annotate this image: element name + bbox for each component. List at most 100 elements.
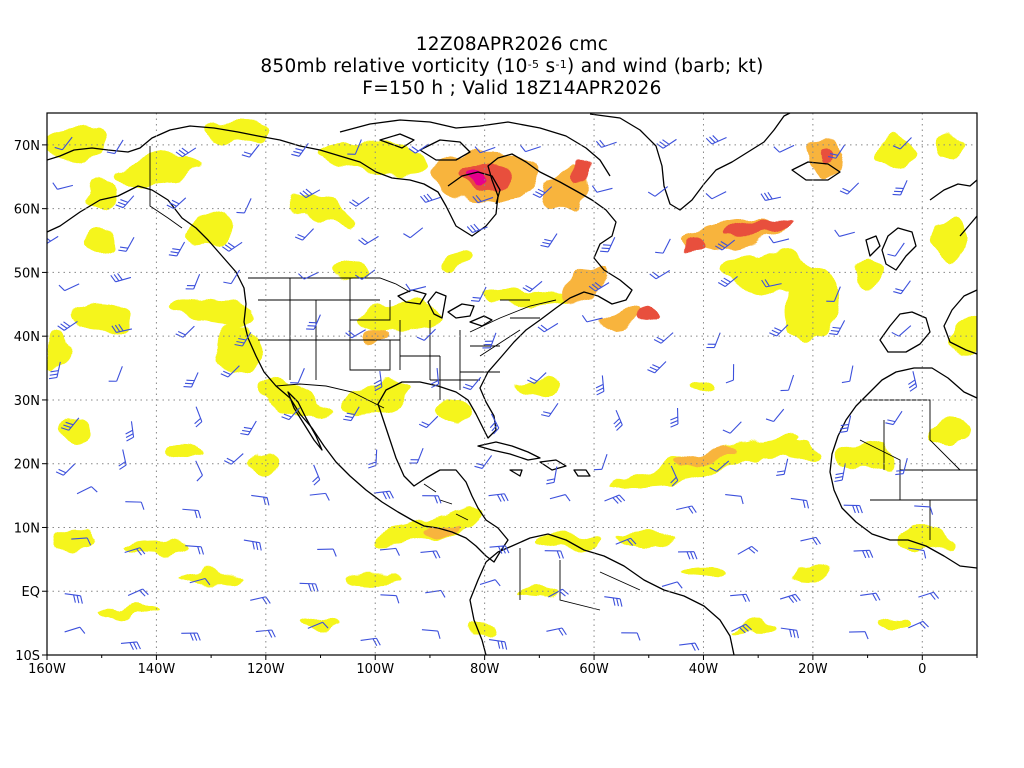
- y-tick-label: 10N: [14, 521, 40, 536]
- barb-feather: [389, 490, 394, 499]
- barb-feather: [385, 491, 391, 499]
- barb-feather: [839, 430, 848, 434]
- barb-feather: [348, 330, 356, 337]
- barb-feather: [929, 592, 936, 600]
- barb-staff: [860, 592, 877, 597]
- barb-feather: [418, 423, 427, 429]
- lat-lon-grid: [47, 113, 977, 655]
- barb-staff: [472, 226, 488, 234]
- barb-feather: [252, 541, 255, 550]
- barb-feather: [115, 204, 124, 209]
- vorticity-contour-level-1: [358, 304, 447, 330]
- barb-feather: [118, 323, 124, 332]
- barb-feather: [204, 578, 211, 586]
- wind-barb: [220, 365, 240, 378]
- barb-feather: [55, 471, 64, 476]
- wind-barb: [358, 235, 379, 246]
- barb-feather: [501, 545, 506, 554]
- barb-staff: [534, 372, 547, 384]
- barb-feather: [670, 423, 679, 428]
- vorticity-contour-level-1: [249, 454, 283, 474]
- wind-barb: [488, 639, 508, 650]
- barb-feather: [923, 550, 927, 559]
- barb-staff: [63, 320, 78, 331]
- barb-feather: [408, 148, 416, 154]
- barb-feather: [197, 546, 201, 555]
- wind-barb: [706, 332, 721, 349]
- barb-feather: [909, 386, 917, 392]
- barb-feather: [271, 629, 276, 638]
- barb-feather: [751, 545, 759, 552]
- wind-barb: [621, 632, 641, 641]
- barb-feather: [178, 149, 186, 156]
- barb-feather: [652, 364, 660, 369]
- y-tick-label: 70N: [14, 139, 40, 154]
- wind-barb: [118, 237, 135, 252]
- barb-feather: [227, 242, 236, 248]
- barb-staff: [423, 328, 436, 341]
- barb-feather: [908, 382, 917, 389]
- barb-staff: [185, 545, 202, 548]
- barb-feather: [496, 494, 502, 502]
- barb-feather: [694, 642, 700, 651]
- barb-feather: [267, 630, 273, 638]
- barb-feather: [343, 418, 352, 422]
- barb-feather: [60, 323, 68, 329]
- wind-barb: [354, 269, 376, 280]
- barb-feather: [652, 271, 660, 278]
- barb-feather: [869, 550, 874, 558]
- wind-barb: [194, 406, 203, 428]
- barb-feather: [774, 327, 782, 332]
- barb-feather: [476, 462, 485, 467]
- barb-feather: [297, 233, 306, 239]
- wind-barb: [544, 550, 564, 559]
- wind-barb: [892, 137, 912, 150]
- vorticity-contour-level-1: [796, 565, 830, 579]
- wind-barb: [790, 497, 810, 509]
- vorticity-contour-level-1: [289, 192, 352, 226]
- barb-feather: [430, 380, 439, 385]
- barb-feather: [761, 279, 767, 288]
- wind-barb: [679, 642, 700, 651]
- barb-feather: [656, 336, 665, 342]
- barb-feather: [234, 343, 243, 347]
- wind-barb: [725, 364, 735, 384]
- barb-feather: [709, 467, 717, 472]
- barb-feather: [895, 473, 904, 476]
- barb-staff: [729, 421, 742, 434]
- barb-feather: [281, 416, 290, 421]
- vorticity-contour-level-1: [52, 530, 97, 550]
- barb-staff: [765, 283, 782, 288]
- vorticity-contour-level-1: [878, 616, 912, 630]
- barb-feather: [172, 248, 181, 251]
- wind-barb: [780, 374, 795, 392]
- wind-barb: [765, 408, 785, 423]
- vorticity-contour-level-1: [257, 383, 330, 417]
- barb-feather: [840, 423, 849, 427]
- title-valid-line: F=150 h ; Valid 18Z14APR2026: [362, 78, 662, 99]
- barb-feather: [893, 291, 902, 295]
- barb-feather: [243, 151, 252, 155]
- barb-staff: [416, 448, 424, 464]
- vorticity-contour-level-1: [440, 399, 474, 426]
- barb-feather: [58, 468, 67, 474]
- barb-feather: [49, 373, 58, 376]
- barb-feather: [259, 542, 262, 551]
- barb-staff: [421, 629, 438, 632]
- barb-staff: [247, 420, 257, 436]
- barb-feather: [474, 465, 483, 469]
- barb-staff: [426, 415, 439, 428]
- vorticity-contour-level-1: [785, 266, 841, 343]
- barb-staff: [375, 449, 378, 466]
- barb-feather: [220, 373, 229, 378]
- wind-barb: [343, 406, 360, 422]
- barb-feather: [522, 287, 531, 293]
- wind-barb: [312, 464, 321, 486]
- barb-feather: [537, 188, 546, 194]
- vorticity-contour-level-1: [736, 623, 781, 636]
- wind-barb: [731, 623, 752, 634]
- barb-staff: [711, 136, 727, 145]
- vorticity-contour-level-1: [517, 379, 562, 395]
- barb-feather: [175, 151, 183, 158]
- barb-feather: [361, 237, 369, 244]
